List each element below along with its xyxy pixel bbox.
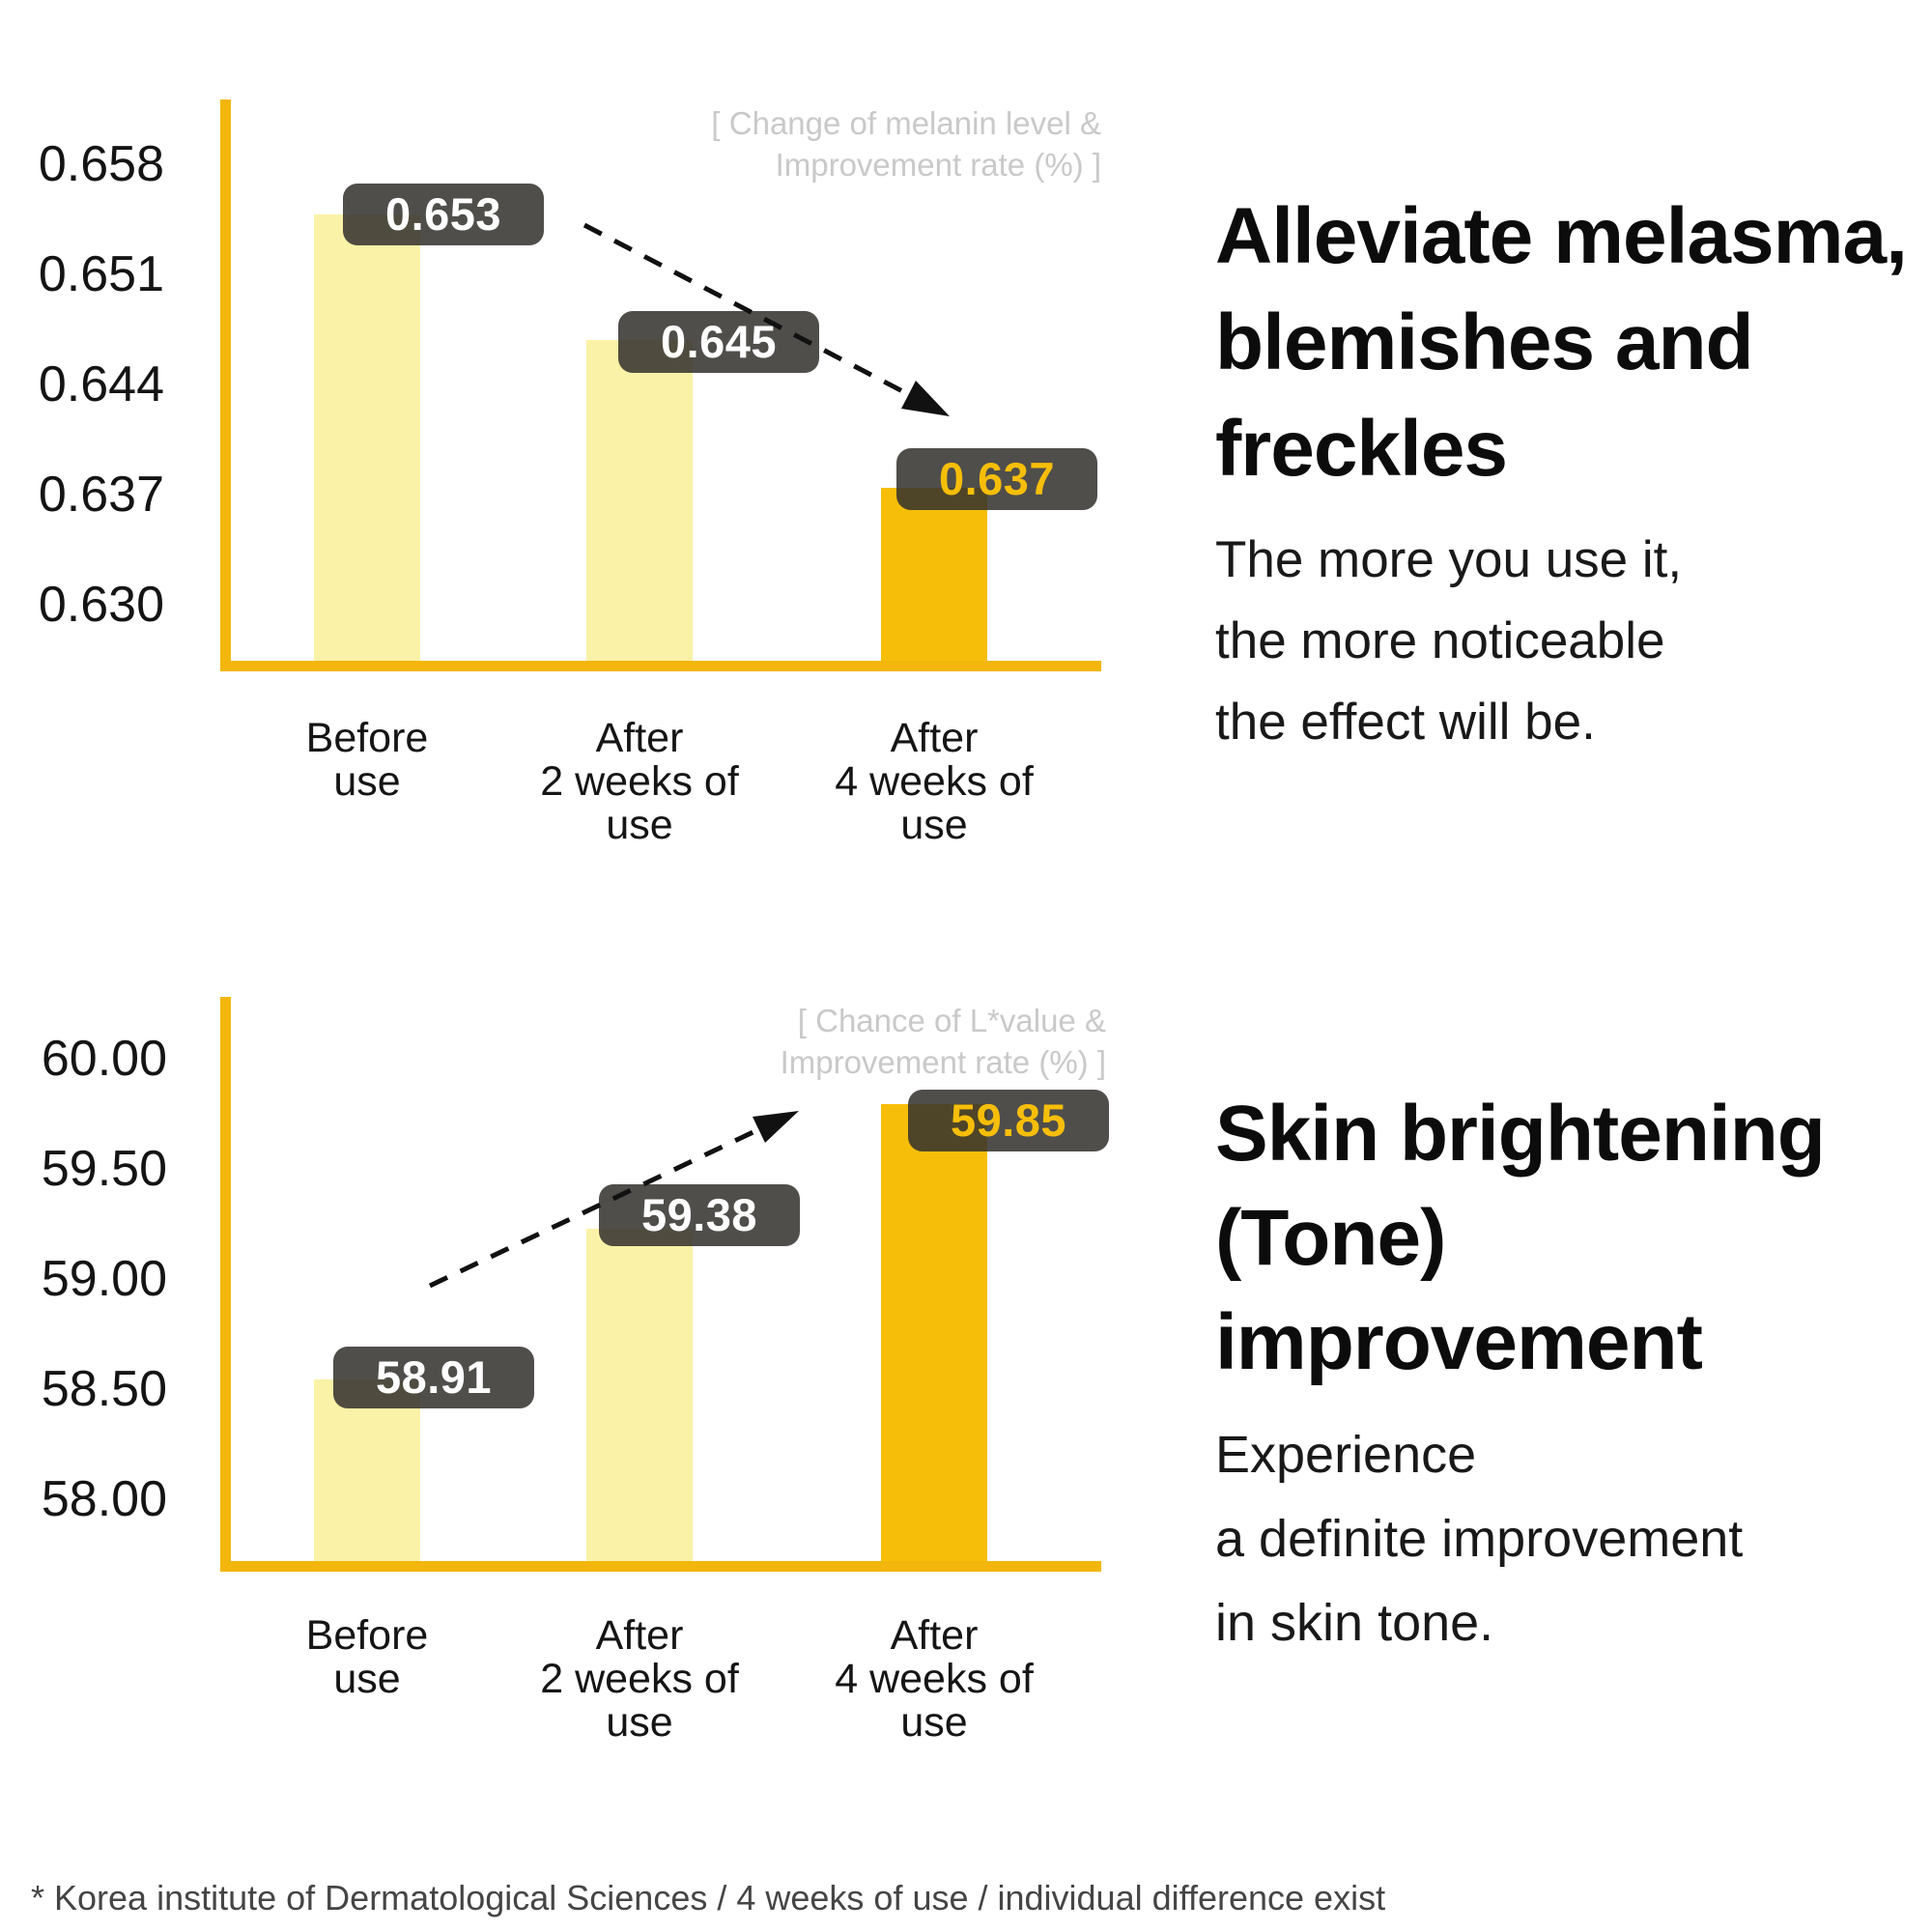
chart-title-line: [ Chance of L*value & bbox=[797, 1003, 1106, 1038]
body-line: the effect will be. bbox=[1215, 694, 1596, 751]
x-category-line: After bbox=[595, 715, 684, 761]
heading-line: (Tone) bbox=[1215, 1194, 1446, 1282]
x-category-line: After bbox=[890, 1612, 979, 1659]
x-category-line: use bbox=[333, 1656, 401, 1702]
section-heading-brightening: Skin brightening (Tone) improvement bbox=[1215, 1082, 1826, 1395]
x-category-label: After 2 weeks of use bbox=[495, 1614, 784, 1745]
chart-title: [ Change of melanin level & Improvement … bbox=[618, 102, 1101, 185]
value-badge-highlight: 59.85 bbox=[908, 1090, 1109, 1151]
chart-title-line: [ Change of melanin level & bbox=[711, 105, 1101, 141]
bar-after-2-weeks bbox=[586, 340, 693, 661]
body-line: in skin tone. bbox=[1215, 1594, 1494, 1652]
x-category-line: Before bbox=[305, 1612, 429, 1659]
x-category-label: After 4 weeks of use bbox=[789, 717, 1079, 847]
y-axis-tick: 59.50 bbox=[41, 1141, 167, 1197]
bar-before-use bbox=[314, 214, 420, 661]
section-body-melasma: The more you use it, the more noticeable… bbox=[1215, 520, 1682, 763]
y-axis-tick: 0.644 bbox=[38, 356, 164, 412]
x-category-label: After 2 weeks of use bbox=[495, 717, 784, 847]
section-heading-melasma: Alleviate melasma, blemishes and freckle… bbox=[1215, 184, 1908, 502]
footnote: * Korea institute of Dermatological Scie… bbox=[31, 1878, 1386, 1918]
x-axis-line bbox=[220, 661, 1101, 671]
value-badge: 58.91 bbox=[333, 1347, 534, 1408]
section-body-brightening: Experience a definite improvement in ski… bbox=[1215, 1413, 1743, 1665]
bar-after-4-weeks bbox=[881, 488, 987, 661]
heading-line: blemishes and bbox=[1215, 298, 1754, 386]
y-axis-tick: 0.651 bbox=[38, 246, 164, 302]
y-axis-tick: 58.00 bbox=[41, 1471, 167, 1527]
y-axis-tick: 0.630 bbox=[38, 577, 164, 633]
heading-line: Alleviate melasma, bbox=[1215, 192, 1908, 280]
value-badge: 0.645 bbox=[618, 311, 819, 373]
chart-title: [ Chance of L*value & Improvement rate (… bbox=[623, 1000, 1106, 1083]
y-axis-line bbox=[220, 99, 231, 671]
x-category-line: 2 weeks of bbox=[540, 758, 739, 805]
x-category-label: Before use bbox=[222, 1614, 512, 1701]
bar-before-use bbox=[314, 1379, 420, 1561]
chart-title-line: Improvement rate (%) ] bbox=[780, 1044, 1106, 1080]
value-badge: 0.653 bbox=[343, 184, 544, 245]
y-axis-tick: 0.637 bbox=[38, 467, 164, 523]
x-category-line: Before bbox=[305, 715, 429, 761]
x-category-line: use bbox=[900, 1699, 968, 1746]
x-category-line: 2 weeks of bbox=[540, 1656, 739, 1702]
bar-after-4-weeks bbox=[881, 1104, 987, 1561]
x-category-line: use bbox=[900, 802, 968, 848]
heading-line: Skin brightening bbox=[1215, 1090, 1826, 1178]
x-category-line: After bbox=[595, 1612, 684, 1659]
y-axis-tick: 0.658 bbox=[38, 136, 164, 192]
body-line: the more noticeable bbox=[1215, 612, 1665, 669]
x-category-label: After 4 weeks of use bbox=[789, 1614, 1079, 1745]
x-category-line: After bbox=[890, 715, 979, 761]
chart-title-line: Improvement rate (%) ] bbox=[775, 147, 1101, 183]
x-category-line: 4 weeks of bbox=[835, 1656, 1034, 1702]
x-category-line: use bbox=[333, 758, 401, 805]
body-line: The more you use it, bbox=[1215, 531, 1683, 588]
heading-line: freckles bbox=[1215, 405, 1508, 493]
y-axis-line bbox=[220, 997, 231, 1572]
heading-line: improvement bbox=[1215, 1298, 1703, 1386]
x-category-line: use bbox=[606, 1699, 673, 1746]
y-axis-tick: 58.50 bbox=[41, 1361, 167, 1417]
y-axis-tick: 60.00 bbox=[41, 1031, 167, 1087]
x-category-line: 4 weeks of bbox=[835, 758, 1034, 805]
bar-after-2-weeks bbox=[586, 1229, 693, 1561]
value-badge-highlight: 0.637 bbox=[896, 448, 1097, 510]
x-category-label: Before use bbox=[222, 717, 512, 804]
y-axis-tick: 59.00 bbox=[41, 1251, 167, 1307]
value-badge: 59.38 bbox=[599, 1184, 800, 1246]
x-axis-line bbox=[220, 1561, 1101, 1572]
body-line: a definite improvement bbox=[1215, 1510, 1744, 1568]
x-category-line: use bbox=[606, 802, 673, 848]
body-line: Experience bbox=[1215, 1426, 1477, 1484]
